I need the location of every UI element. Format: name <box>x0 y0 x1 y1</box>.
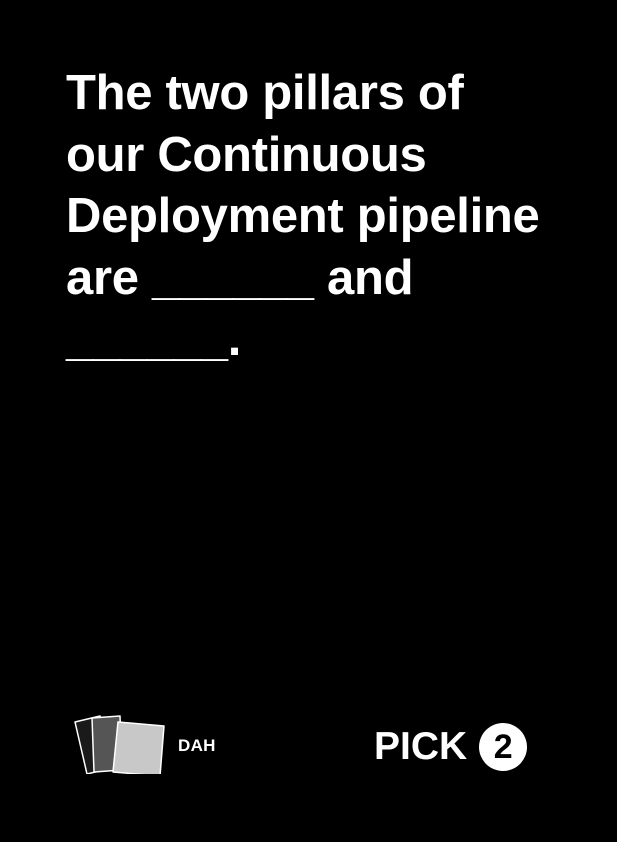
prompt-line: The two pillars of <box>66 66 464 120</box>
prompt-line: our Continuous <box>66 127 427 182</box>
pick-indicator: PICK 2 <box>374 722 528 772</box>
card-prompt: The two pillars of our Continuous Deploy… <box>66 63 566 371</box>
prompt-line: ______. <box>66 312 242 366</box>
pick-count-badge: 2 <box>479 723 528 771</box>
prompt-line: Deployment pipeline <box>66 189 540 243</box>
pick-label: PICK <box>374 725 468 768</box>
card-shape-front <box>112 721 165 774</box>
card-footer: DAH PICK 2 <box>0 700 617 800</box>
brand-label: DAH <box>178 736 216 755</box>
stacked-cards-icon <box>74 715 165 774</box>
prompt-line: are ______ and <box>66 250 414 305</box>
